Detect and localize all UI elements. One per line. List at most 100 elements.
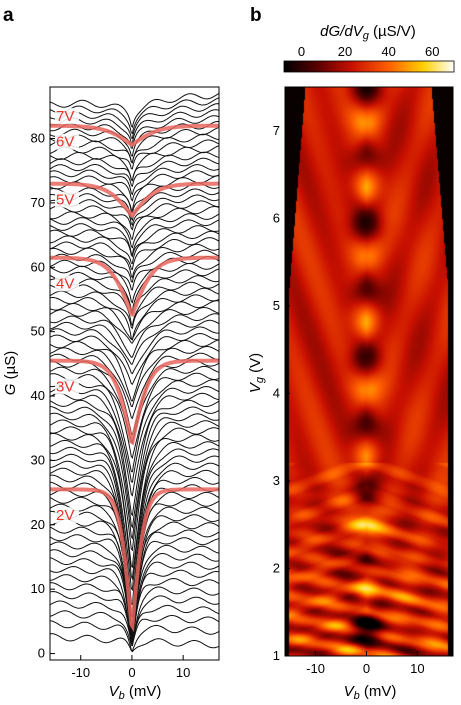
conductance-curve <box>50 200 219 231</box>
y-tick-label-a: 50 <box>31 324 45 339</box>
y-tick-label-b: 4 <box>273 385 280 400</box>
y-axis-label-b: Vg (V) <box>247 353 266 393</box>
panel-label-b: b <box>250 5 262 26</box>
x-tick-label-a: 10 <box>176 665 190 680</box>
gate-voltage-label-bg <box>55 507 79 524</box>
conductance-curve <box>50 157 219 188</box>
y-axis-label-a: G (µS) <box>2 351 19 395</box>
x-axis-label-a-main: V <box>109 683 121 700</box>
colorbar-title-unit: (µS/V) <box>369 23 416 40</box>
gate-voltage-label: 3V <box>56 378 74 395</box>
conductance-curve <box>50 219 219 256</box>
y-tick-label-b: 1 <box>273 648 280 663</box>
conductance-curve <box>50 225 219 258</box>
y-tick-label-a: 80 <box>31 131 45 146</box>
conductance-curve <box>50 307 219 344</box>
gate-voltage-label: 5V <box>56 192 74 209</box>
conductance-curve <box>50 339 219 402</box>
y-axis-ticks-a: 0 10 20 30 40 50 60 70 80 <box>31 131 55 661</box>
conductance-curve <box>50 582 219 646</box>
conductance-curve <box>50 170 219 202</box>
y-tick-label-a: 10 <box>31 581 45 596</box>
highlighted-curve <box>50 255 219 318</box>
gate-voltage-label-bg <box>55 378 79 395</box>
highlighted-curve <box>50 487 219 633</box>
conductance-curve <box>50 237 219 271</box>
conductance-curve <box>50 230 219 264</box>
conductance-curve <box>50 313 219 358</box>
conductance-curve <box>50 610 219 647</box>
y-tick-label-b: 7 <box>273 123 280 138</box>
y-axis-label-b-sub: g <box>254 376 266 383</box>
gate-voltage-label: 7V <box>56 108 74 125</box>
conductance-curve <box>50 633 219 653</box>
conductance-curve <box>50 294 219 342</box>
y-tick-label-b: 2 <box>273 560 280 575</box>
highlighted-curve <box>50 123 219 147</box>
y-tick-label-a: 20 <box>31 517 45 532</box>
conductance-curve <box>50 620 219 652</box>
gate-voltage-label-bg <box>55 191 79 208</box>
y-tick-label-a: 40 <box>31 388 45 403</box>
conductance-curve <box>50 92 219 129</box>
x-tick-label-b: -10 <box>306 661 325 676</box>
x-axis-label-b-unit: (mV) <box>360 683 397 700</box>
conductance-curve <box>50 97 219 135</box>
heatmap-image <box>285 87 453 656</box>
x-axis-label-a-unit: (mV) <box>125 683 162 700</box>
conductance-curve <box>50 446 219 606</box>
conductance-curve <box>50 164 219 196</box>
conductance-curve <box>50 392 219 497</box>
x-axis-label-b-sub: b <box>354 690 360 702</box>
conductance-curves <box>50 92 219 653</box>
y-tick-label-a: 0 <box>38 646 45 661</box>
gate-voltage-labels: 7V 6V 5V 4V 3V 2V <box>55 107 79 524</box>
colorbar <box>283 60 455 73</box>
conductance-curve <box>50 399 219 517</box>
highlighted-curve <box>50 358 219 446</box>
conductance-curve <box>50 412 219 540</box>
x-axis-ticks-b: -10 0 10 <box>306 651 425 676</box>
x-axis-label-a: Vb (mV) <box>109 683 162 702</box>
conductance-curve <box>50 268 219 312</box>
y-axis-label-a-unit: (µS) <box>2 351 19 384</box>
y-axis-ticks-b: 1 2 3 4 5 6 7 <box>273 123 290 663</box>
x-tick-label-b: 0 <box>363 661 370 676</box>
x-tick-label-a: -10 <box>71 665 90 680</box>
y-tick-label-a: 30 <box>31 452 45 467</box>
conductance-curve <box>50 243 219 279</box>
x-tick-label-b: 10 <box>410 661 424 676</box>
conductance-curve <box>50 319 219 365</box>
conductance-curve <box>50 372 219 459</box>
gate-voltage-label-bg <box>55 275 79 292</box>
gate-voltage-label-bg <box>55 133 79 150</box>
conductance-curves-plot: 7V 6V 5V 4V 3V 2V -10 0 10 0 10 20 30 40 50 60 70 80 Vb… <box>2 86 220 702</box>
y-axis-label-a-main: G <box>2 383 19 395</box>
conductance-curve <box>50 326 219 375</box>
x-tick-label-a: 0 <box>128 665 135 680</box>
colorbar-tick-label: 0 <box>298 44 305 59</box>
gate-voltage-label-bg <box>55 107 79 124</box>
highlighted-curve <box>50 181 219 218</box>
panel-label-a: a <box>3 5 14 26</box>
colorbar-title-sub: g <box>363 30 370 42</box>
heatmap-area <box>285 87 453 656</box>
conductance-curve <box>50 419 219 552</box>
colorbar-tick-label: 20 <box>338 44 352 59</box>
x-axis-ticks-a: -10 0 10 <box>71 655 190 680</box>
plot-b-frame <box>284 86 454 657</box>
colorbar-title: dG/dVg (µS/V) <box>320 23 416 42</box>
conductance-curve <box>50 332 219 386</box>
plot-a-frame <box>49 86 220 661</box>
conductance-curve <box>50 439 219 592</box>
conductance-curve <box>50 406 219 529</box>
y-tick-label-a: 60 <box>31 259 45 274</box>
conductance-curve <box>50 256 219 291</box>
colorbar-tick-label: 60 <box>425 44 439 59</box>
gate-voltage-label: 4V <box>56 275 74 292</box>
conductance-curve <box>50 206 219 240</box>
conductance-curve <box>50 287 219 330</box>
y-axis-label-b-main: V <box>247 381 264 393</box>
conductance-curve <box>50 175 219 211</box>
